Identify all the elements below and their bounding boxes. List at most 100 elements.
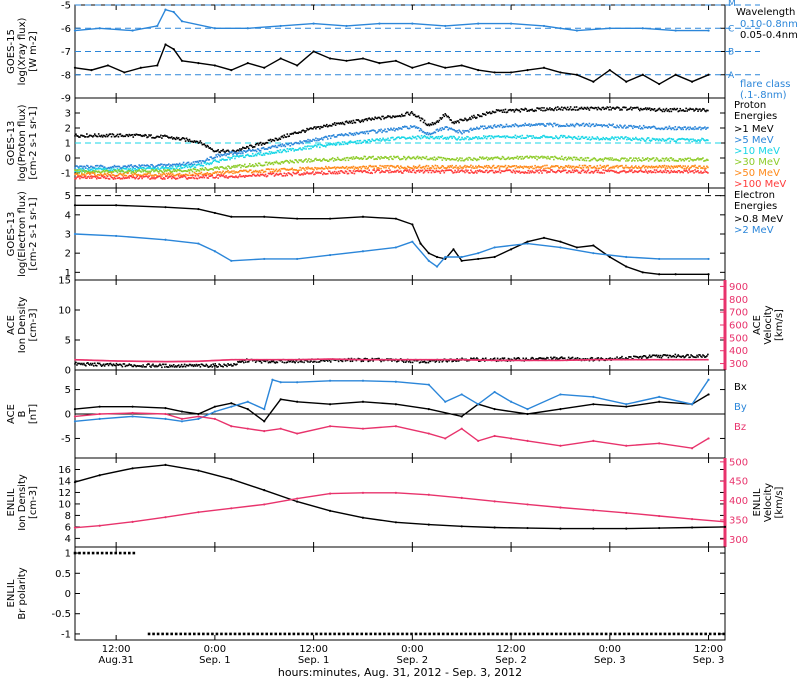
data-point — [278, 173, 281, 176]
data-point — [652, 138, 655, 140]
data-point — [280, 173, 283, 175]
data-point — [477, 166, 479, 168]
data-point — [587, 138, 590, 140]
data-point — [462, 119, 464, 122]
data-point — [463, 165, 465, 168]
data-point — [382, 165, 384, 168]
data-point — [340, 159, 343, 161]
data-point — [529, 155, 531, 158]
data-point — [77, 362, 79, 365]
data-point — [686, 138, 688, 140]
data-point — [213, 150, 216, 153]
data-point — [623, 157, 625, 160]
data-point — [185, 173, 188, 176]
data-point — [318, 167, 320, 170]
data-point — [411, 240, 414, 243]
data-point — [302, 173, 304, 176]
data-point — [228, 153, 230, 156]
data-point — [681, 166, 684, 169]
data-point — [183, 164, 186, 166]
data-point — [405, 167, 408, 170]
data-point — [176, 137, 179, 140]
data-point — [242, 360, 244, 362]
data-point — [358, 132, 361, 135]
data-point — [361, 158, 364, 161]
data-point — [627, 108, 629, 111]
data-point — [216, 156, 218, 158]
data-point — [145, 134, 147, 137]
data-point — [358, 140, 361, 142]
data-point — [304, 140, 306, 143]
data-point — [502, 357, 505, 360]
data-point — [360, 157, 363, 159]
data-point — [339, 170, 342, 172]
data-point — [174, 165, 177, 168]
data-point — [311, 167, 313, 169]
data-point — [455, 158, 457, 161]
data-point — [111, 170, 114, 172]
data-point — [81, 169, 83, 171]
data-point — [456, 129, 458, 132]
data-point — [514, 156, 517, 159]
data-point — [633, 157, 635, 160]
data-point — [445, 138, 448, 140]
data-point — [686, 166, 688, 169]
data-point — [498, 167, 501, 169]
data-point — [564, 156, 567, 159]
data-point — [442, 165, 445, 168]
data-point — [477, 22, 480, 25]
data-point — [183, 363, 186, 366]
data-point — [81, 362, 83, 365]
data-point — [479, 137, 481, 140]
data-point — [489, 137, 492, 140]
data-point — [421, 131, 424, 133]
data-point — [367, 139, 370, 141]
data-point — [495, 135, 498, 138]
data-point — [221, 359, 223, 361]
data-point — [554, 122, 556, 125]
data-point — [417, 135, 420, 138]
data-point — [541, 155, 543, 158]
data-point — [265, 175, 268, 178]
data-point — [262, 142, 265, 145]
data-point — [650, 355, 653, 358]
data-point — [419, 137, 422, 140]
data-point — [590, 124, 593, 126]
data-point — [315, 171, 317, 174]
data-point — [497, 124, 500, 127]
data-point — [434, 136, 437, 139]
data-point — [123, 165, 126, 167]
data-point — [699, 108, 701, 110]
data-point — [603, 158, 606, 160]
data-point — [457, 360, 459, 362]
data-point — [411, 223, 414, 226]
data-point — [510, 358, 513, 361]
data-point — [455, 130, 457, 133]
data-point — [149, 166, 151, 169]
data-point — [156, 360, 158, 363]
data-point — [636, 171, 639, 174]
data-point — [85, 136, 87, 138]
data-point — [544, 156, 546, 159]
data-point — [349, 167, 352, 169]
data-point — [179, 174, 182, 177]
data-point — [268, 168, 271, 171]
data-point — [405, 111, 408, 114]
data-point — [312, 127, 314, 130]
data-point — [131, 133, 134, 136]
data-point — [414, 165, 417, 168]
data-point — [382, 115, 384, 118]
data-point — [655, 128, 658, 130]
data-point — [261, 147, 264, 149]
data-point — [271, 138, 274, 141]
data-point — [555, 156, 557, 159]
data-point — [286, 143, 289, 146]
data-point — [436, 120, 439, 122]
data-point — [680, 138, 683, 140]
data-point — [543, 124, 545, 126]
data-point — [588, 160, 591, 162]
data-point — [643, 126, 646, 129]
data-point — [140, 174, 142, 177]
data-point — [557, 108, 560, 111]
data-point — [94, 168, 97, 171]
